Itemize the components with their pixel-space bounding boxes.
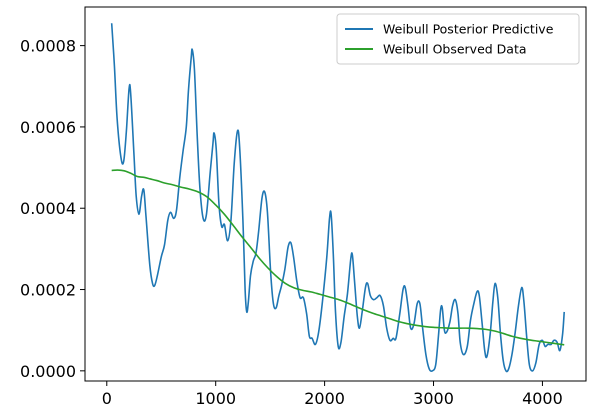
y-tick-label: 0.0006 [20, 118, 76, 137]
x-tick-label: 1000 [195, 389, 236, 408]
x-tick-label: 3000 [413, 389, 454, 408]
legend-label-observed-data: Weibull Observed Data [383, 42, 527, 57]
plot-area [110, 23, 566, 373]
x-tick-label: 4000 [522, 389, 563, 408]
x-tick-label: 2000 [304, 389, 345, 408]
y-tick-label: 0.0004 [20, 199, 76, 218]
x-tick-label: 0 [102, 389, 112, 408]
y-tick-label: 0.0000 [20, 362, 76, 381]
y-axis: 0.0000 0.0002 0.0004 0.0006 0.0008 [20, 37, 85, 381]
y-tick-label: 0.0002 [20, 281, 76, 300]
series-line-posterior-predictive [110, 23, 566, 373]
plot-frame [84, 6, 587, 382]
x-axis: 0 1000 2000 3000 4000 [102, 381, 563, 408]
legend-box [336, 13, 580, 65]
y-tick-label: 0.0008 [20, 37, 76, 56]
legend: Weibull Posterior Predictive Weibull Obs… [336, 13, 580, 65]
series-line-observed-data [111, 169, 565, 346]
series-layer [110, 23, 566, 373]
legend-label-posterior-predictive: Weibull Posterior Predictive [383, 22, 554, 37]
